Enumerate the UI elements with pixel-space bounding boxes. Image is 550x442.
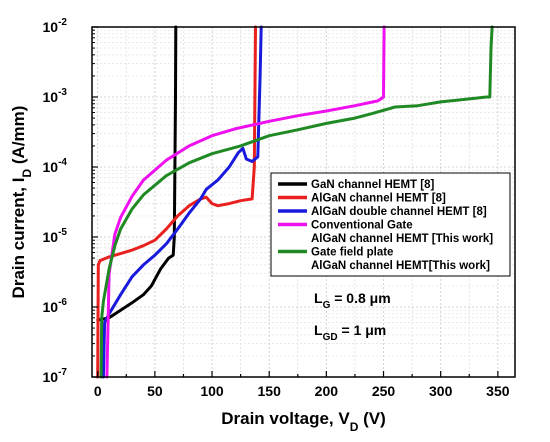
legend-label-4-line2: AlGaN channel HEMT [This work] — [311, 233, 493, 245]
series-line-1 — [96, 25, 178, 322]
legend-label-5: Gate field plate — [311, 247, 393, 259]
y-axis-title-unit: (A/mm) — [9, 106, 28, 169]
series-line-3 — [101, 25, 263, 379]
x-tick-label: 0 — [94, 383, 102, 399]
y-tick-label: 10-4 — [43, 157, 68, 175]
legend-box — [270, 172, 511, 277]
series-line-5 — [99, 25, 494, 379]
x-tick-label: 100 — [200, 383, 224, 399]
legend-label-5-line2: AlGaN channel HEMT[This work] — [311, 260, 490, 272]
x-tick-label: 50 — [147, 383, 163, 399]
series-line-4 — [105, 25, 386, 379]
x-tick-label: 200 — [315, 383, 339, 399]
legend-label-4: Conventional Gate — [311, 220, 413, 232]
annotation-1: LG = 0.8 μm — [314, 290, 391, 311]
tick-marks — [92, 26, 499, 378]
x-tick-label: 150 — [258, 383, 282, 399]
x-axis-title: Drain voltage, VD (V) — [221, 409, 386, 434]
y-axis-title-sub: D — [20, 169, 34, 178]
y-tick-label: 10-2 — [43, 17, 68, 35]
y-tick-label: 10-5 — [43, 227, 68, 245]
plot-frame — [91, 26, 516, 378]
annotation-2: LGD = 1 μm — [314, 322, 386, 343]
legend-label-1: GaN channel HEMT [8] — [311, 179, 434, 191]
x-tick-label: 350 — [486, 383, 510, 399]
x-axis-title-sub: D — [350, 420, 359, 434]
annotations: LG = 0.8 μm LGD = 1 μm — [314, 290, 391, 343]
tick-labels: 0 50 100 150 200 250 300 350 10-7 10-6 10-5 10-4 10-… — [43, 17, 510, 399]
y-axis-title-main: Drain current, I — [9, 178, 28, 299]
y-tick-label: 10-7 — [43, 367, 68, 385]
y-tick-label: 10-3 — [43, 87, 68, 105]
legend-label-2: AlGaN channel HEMT [8] — [311, 193, 446, 205]
y-axis-title: Drain current, ID (A/mm) — [9, 106, 34, 299]
x-axis-title-unit: (V) — [358, 409, 385, 428]
y-tick-label: 10-6 — [43, 297, 68, 315]
legend-label-3: AlGaN double channel HEMT [8] — [311, 206, 487, 218]
x-axis-title-main: Drain voltage, V — [221, 409, 350, 428]
x-tick-label: 250 — [372, 383, 396, 399]
x-tick-label: 300 — [429, 383, 453, 399]
legend: GaN channel HEMT [8] AlGaN channel HEMT [… — [270, 172, 511, 277]
series-layer — [96, 25, 494, 379]
